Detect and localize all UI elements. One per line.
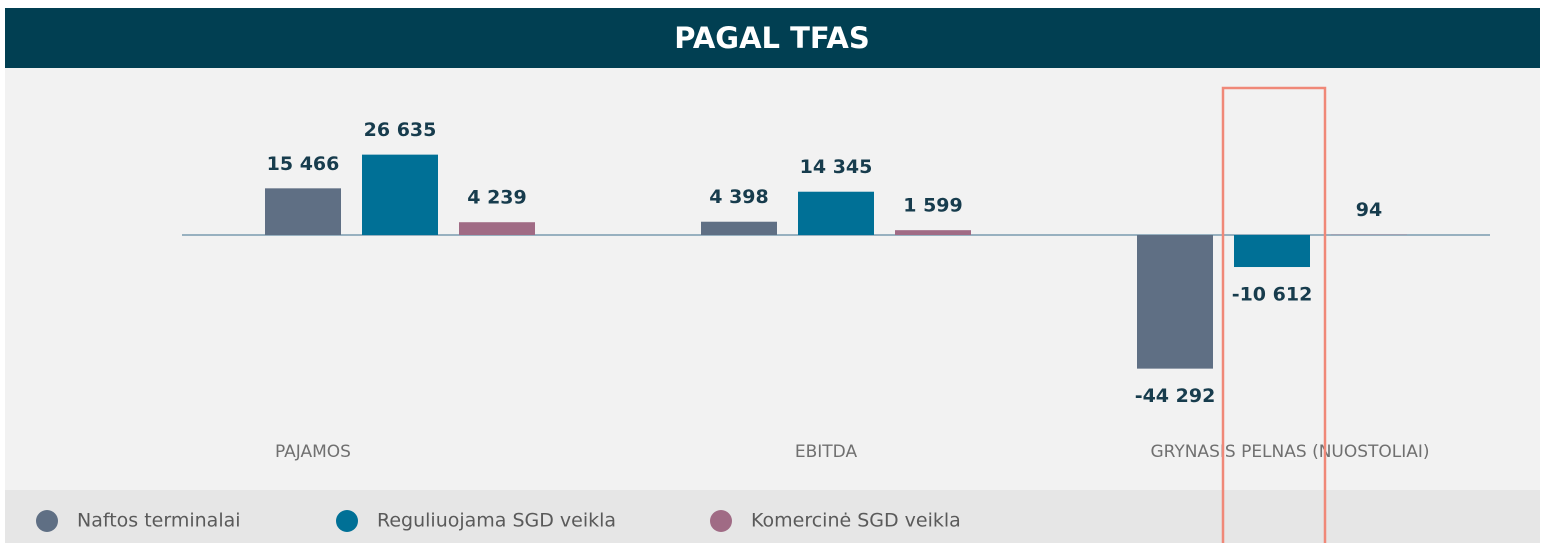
legend-label: Naftos terminalai (77, 510, 241, 532)
category-label: EBITDA (795, 442, 858, 462)
header-bar (5, 8, 1540, 68)
bar (265, 188, 341, 235)
legend-swatch (36, 510, 58, 532)
bar (459, 222, 535, 235)
value-label: 4 239 (467, 187, 527, 209)
plot-background (5, 68, 1540, 490)
legend-swatch (336, 510, 358, 532)
bar (362, 154, 438, 235)
legend-label: Komercinė SGD veikla (751, 510, 961, 532)
legend-background (5, 490, 1540, 543)
legend-swatch (710, 510, 732, 532)
value-label: 14 345 (800, 156, 873, 178)
bar (895, 230, 971, 235)
bar (1234, 235, 1310, 268)
chart-title: PAGAL TFAS (674, 21, 869, 55)
bar (1137, 235, 1213, 369)
value-label: -10 612 (1232, 284, 1313, 306)
value-label: 26 635 (364, 119, 437, 141)
category-label: GRYNASIS PELNAS (NUOSTOLIAI) (1150, 442, 1429, 462)
bar (701, 221, 777, 235)
value-label: 1 599 (903, 195, 963, 217)
value-label: -44 292 (1135, 385, 1216, 407)
bar (798, 191, 874, 235)
value-label: 94 (1356, 199, 1382, 221)
value-label: 15 466 (267, 153, 340, 175)
value-label: 4 398 (709, 186, 769, 208)
highlight-box (1221, 86, 1327, 543)
category-label: PAJAMOS (275, 442, 351, 462)
legend-label: Reguliuojama SGD veikla (377, 510, 616, 532)
